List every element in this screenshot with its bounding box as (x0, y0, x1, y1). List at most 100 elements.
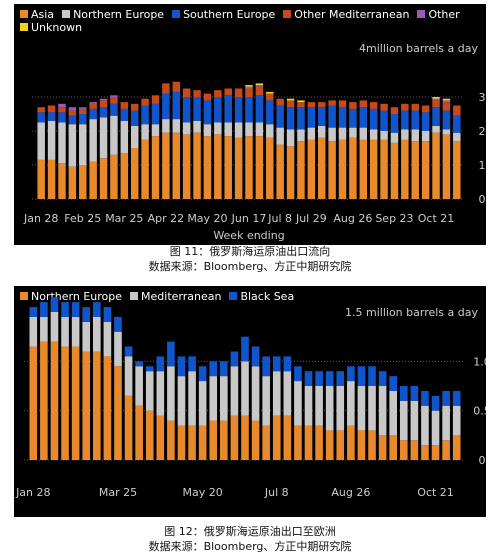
bar-segment-mediterranean (50, 312, 59, 342)
bar-segment-asia (89, 161, 97, 199)
bar-segment-southern-europe (432, 107, 440, 126)
bar-segment-asia (276, 144, 284, 199)
x-tick-label: Feb 25 (64, 212, 101, 225)
bar-segment-asia (307, 139, 316, 199)
bar-segment-mediterranean (283, 371, 292, 416)
bar-segment-northern-europe (145, 410, 154, 460)
bar-segment-black-sea (92, 302, 101, 317)
figure-caption-2: 图 12：俄罗斯海运原油出口至欧洲 数据来源：Bloomberg、方正中期研究院 (0, 524, 500, 554)
bar-segment-other-mediterranean (380, 103, 388, 111)
bar-segment-asia (162, 132, 170, 199)
bar-segment-black-sea (431, 395, 440, 411)
bar-segment-southern-europe (234, 97, 243, 123)
bar-segment-southern-europe (182, 97, 191, 123)
bar-segment-other-mediterranean (99, 100, 108, 108)
bar-segment-asia (286, 146, 295, 199)
bar-segment-asia (328, 141, 336, 199)
bar-segment-southern-europe (369, 108, 378, 130)
bar-segment-mediterranean (40, 316, 48, 342)
legend-item-unknown: Unknown (20, 21, 82, 34)
bar-segment-unknown (442, 98, 451, 101)
bar-segment-northern-europe (294, 425, 302, 460)
legend-item-northern-europe: Northern Europe (62, 8, 164, 21)
bar-segment-southern-europe (401, 110, 409, 130)
bar-segment-other (89, 102, 97, 104)
bar-segment-mediterranean (156, 371, 165, 416)
bar-segment-southern-europe (162, 93, 170, 120)
bar-segment-black-sea (209, 361, 218, 377)
bar-segment-southern-europe (68, 115, 77, 125)
bar-segment-northern-europe (188, 425, 196, 460)
bar-segment-other (58, 103, 66, 108)
bar-segment-mediterranean (410, 400, 419, 441)
legend-label: Mediterranean (141, 290, 222, 303)
bar-segment-other-mediterranean (401, 103, 409, 111)
bar-segment-other-mediterranean (203, 93, 212, 101)
bar-segment-mediterranean (114, 331, 122, 367)
bar-segment-asia (110, 154, 118, 199)
x-tick-label: Apr 22 (148, 212, 185, 225)
bar-segment-other-mediterranean (151, 95, 160, 104)
bar-segment-asia (349, 137, 357, 199)
bar-segment-southern-europe (37, 112, 45, 123)
bar-segment-asia (234, 137, 243, 199)
bar-segment-asia (224, 136, 232, 199)
bar-segment-asia (297, 141, 305, 199)
bar-segment-black-sea (241, 336, 249, 362)
bar-segment-southern-europe (255, 95, 264, 123)
legend-label: Other (428, 8, 460, 21)
legend-swatch (417, 10, 426, 18)
bar-segment-black-sea (61, 302, 69, 317)
bar-segment-black-sea (283, 356, 292, 372)
bar-segment-mediterranean (241, 361, 249, 416)
bar-segment-unknown (286, 98, 295, 101)
bar-segment-black-sea (29, 307, 38, 317)
bar-segment-northern-europe (203, 124, 212, 137)
bar-segment-southern-europe (317, 107, 326, 126)
figure-source: 数据来源：Bloomberg、方正中期研究院 (148, 260, 352, 273)
bar-segment-northern-europe (124, 395, 133, 460)
bar-segment-black-sea (315, 371, 323, 386)
bar-segment-other-mediterranean (130, 103, 139, 111)
bar-segment-black-sea (410, 386, 419, 401)
bar-segment-black-sea (442, 390, 450, 406)
legend-label: Unknown (31, 21, 83, 34)
bar-segment-mediterranean (325, 386, 334, 431)
bar-segment-other-mediterranean (162, 83, 170, 94)
bar-segment-northern-europe (442, 440, 450, 460)
bar-segment-mediterranean (272, 371, 281, 416)
bar-segment-southern-europe (359, 107, 368, 128)
bar-segment-northern-europe (198, 425, 207, 460)
bar-segment-asia (151, 136, 160, 199)
bar-segment-northern-europe (47, 120, 56, 160)
y-tick-label: 1.0 (473, 355, 486, 368)
figure-caption-1: 图 11：俄罗斯海运原油出口流向 数据来源：Bloomberg、方正中期研究院 (0, 244, 500, 274)
bar-segment-northern-europe (251, 420, 260, 460)
bar-segment-asia (203, 136, 212, 199)
bar-segment-northern-europe (266, 124, 274, 138)
bar-segment-northern-europe (421, 131, 430, 142)
bar-segment-black-sea (389, 376, 397, 391)
bar-segment-other-mediterranean (328, 100, 336, 106)
bar-segment-northern-europe (272, 415, 281, 460)
bar-segment-northern-europe (347, 425, 355, 460)
bar-segment-southern-europe (214, 97, 222, 123)
bar-segment-mediterranean (135, 366, 143, 406)
x-tick-label: Oct 21 (417, 486, 454, 499)
bar-segment-asia (390, 142, 399, 199)
bar-segment-mediterranean (442, 405, 450, 441)
bar-segment-northern-europe (167, 420, 175, 460)
unit-label: 4million barrels a day (359, 42, 478, 55)
bar-segment-southern-europe (390, 114, 399, 133)
figure-title: 图 12：俄罗斯海运原油出口至欧洲 (164, 525, 336, 538)
bar-segment-northern-europe (114, 366, 122, 460)
bar-segment-mediterranean (209, 376, 218, 421)
bar-segment-northern-europe (156, 415, 165, 460)
bar-segment-other (99, 98, 108, 101)
bar-segment-northern-europe (357, 430, 366, 460)
bar-segment-other (68, 107, 77, 111)
bar-segment-northern-europe (315, 425, 323, 460)
bar-segment-mediterranean (357, 386, 366, 431)
bar-segment-black-sea (71, 302, 80, 317)
bar-segment-northern-europe (58, 122, 66, 164)
